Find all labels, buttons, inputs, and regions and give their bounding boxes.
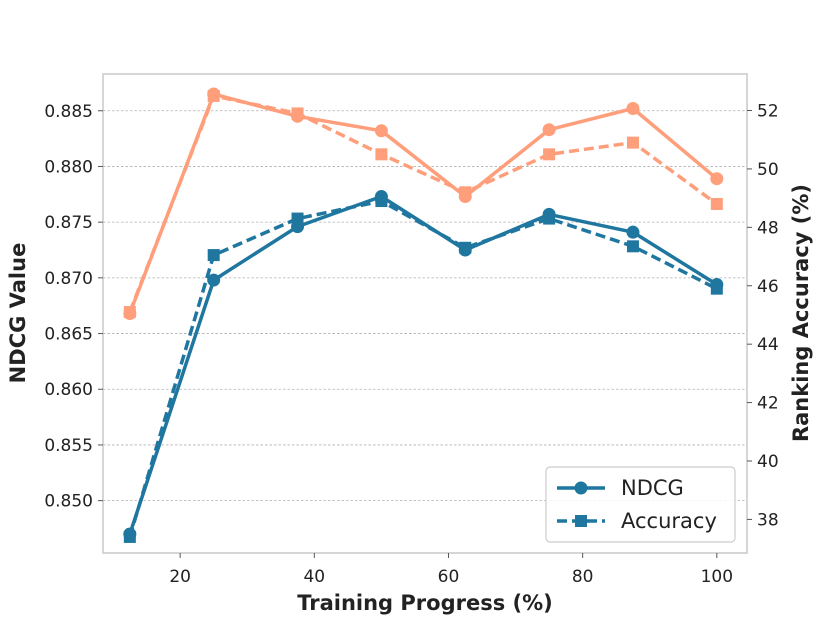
data-point-accuracy-b [459, 241, 472, 254]
data-point-accuracy-b [626, 240, 639, 253]
legend-accuracy-label: Accuracy [621, 509, 717, 533]
series-line-accuracy-b [128, 199, 718, 538]
data-point-accuracy-b [710, 282, 723, 295]
left-tick-label: 0.850 [44, 492, 93, 512]
left-tick-label: 0.865 [44, 325, 93, 345]
data-point-accuracy-b [207, 249, 220, 262]
x-axis-title: Training Progress (%) [297, 591, 553, 615]
left-tick-label: 0.875 [44, 213, 93, 233]
data-point-accuracy-a [626, 136, 639, 149]
right-axis-ticks: 38 40 42 44 46 48 50 52 [747, 102, 779, 530]
legend-ndcg-label: NDCG [621, 476, 684, 500]
left-tick-label: 0.860 [44, 380, 93, 400]
data-point-accuracy-b [291, 212, 304, 225]
data-point-ndcg-a [710, 172, 724, 186]
left-axis-title: NDCG Value [6, 243, 30, 384]
right-tick-label: 44 [757, 335, 779, 355]
x-tick-label: 80 [572, 567, 594, 587]
data-point-ndcg-a [626, 102, 640, 116]
data-point-accuracy-a [207, 89, 220, 102]
data-point-accuracy-a [543, 148, 556, 161]
series-layer [123, 87, 724, 543]
right-axis-title: Ranking Accuracy (%) [789, 184, 813, 442]
x-tick-label: 100 [701, 567, 733, 587]
x-tick-label: 60 [438, 567, 460, 587]
left-axis-ticks: 0.850 0.855 0.860 0.865 0.870 0.875 0.880 0.885 [44, 102, 103, 512]
data-point-ndcg-b [207, 273, 221, 287]
right-tick-label: 46 [757, 277, 779, 297]
right-tick-label: 40 [757, 452, 779, 472]
right-tick-label: 42 [757, 394, 779, 414]
data-point-accuracy-a [123, 306, 136, 319]
x-tick-label: 40 [303, 567, 325, 587]
data-point-ndcg-a [374, 124, 388, 138]
data-point-accuracy-b [123, 530, 136, 543]
data-point-accuracy-a [375, 148, 388, 161]
data-point-ndcg-b [626, 225, 640, 239]
left-tick-label: 0.885 [44, 102, 93, 122]
data-point-accuracy-b [375, 195, 388, 208]
data-point-accuracy-a [710, 197, 723, 210]
right-tick-label: 50 [757, 160, 779, 180]
series-line-accuracy-a [128, 94, 718, 313]
legend-box [545, 466, 736, 543]
data-point-accuracy-a [459, 186, 472, 199]
right-tick-label: 48 [757, 218, 779, 238]
data-point-accuracy-a [291, 107, 304, 120]
left-tick-label: 0.870 [44, 269, 93, 289]
legend: NDCG Accuracy [545, 466, 736, 543]
data-point-ndcg-a [542, 123, 556, 137]
legend-accuracy-marker [575, 515, 587, 527]
legend-ndcg-marker [574, 481, 588, 495]
x-tick-label: 20 [169, 567, 191, 587]
right-tick-label: 52 [757, 102, 779, 122]
left-tick-label: 0.880 [44, 157, 93, 177]
left-tick-label: 0.855 [44, 436, 93, 456]
x-axis-ticks: 20 40 60 80 100 [169, 553, 733, 587]
data-point-accuracy-b [543, 212, 556, 225]
right-tick-label: 38 [757, 510, 779, 530]
plot-frame [102, 73, 748, 554]
